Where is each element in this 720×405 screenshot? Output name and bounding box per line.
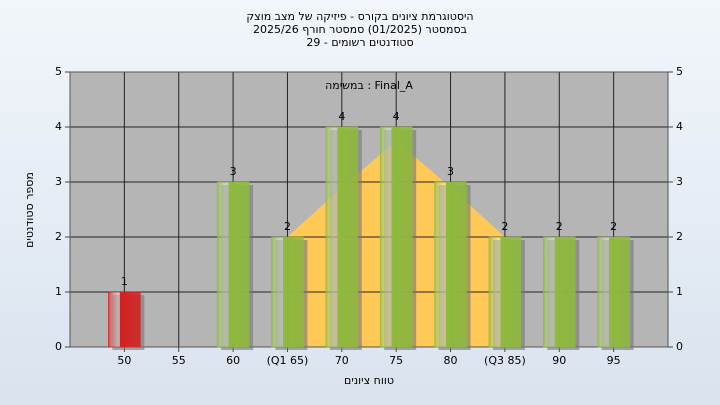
y-tick-label: 4 (55, 120, 62, 133)
x-tick-label: (Q1 65) (267, 354, 309, 367)
y-tick-label: 4 (676, 120, 683, 133)
bar (271, 236, 304, 348)
bar (597, 236, 630, 348)
y-tick-label: 3 (55, 175, 62, 188)
data-label: 2 (556, 220, 563, 233)
x-tick-label: 95 (607, 354, 621, 367)
y-axis-label: מספר סטודנטים (23, 172, 36, 248)
x-tick-label: (Q3 85) (484, 354, 526, 367)
data-label: 4 (393, 110, 400, 123)
plot-border (69, 71, 669, 348)
y-tick-label: 5 (676, 65, 683, 78)
data-label: 2 (284, 220, 291, 233)
data-label: 3 (230, 165, 237, 178)
y-tick-label: 0 (676, 340, 683, 353)
x-tick-label: 55 (172, 354, 186, 367)
data-label: 2 (501, 220, 508, 233)
x-tick-label: 70 (335, 354, 349, 367)
y-tick-label: 1 (55, 285, 62, 298)
x-tick-label: 90 (552, 354, 566, 367)
data-label: 4 (338, 110, 345, 123)
bar (379, 126, 413, 348)
y-tick-label: 3 (676, 175, 683, 188)
bar (543, 236, 576, 348)
data-label: 2 (610, 220, 617, 233)
x-tick-label: 75 (389, 354, 403, 367)
chart-subtitle: בסמסטר (01/2025) סמסטר חורף 2025/26 (253, 23, 467, 36)
x-axis-label: טווח ציונים (344, 374, 394, 387)
chart-subtitle: סטודנטים רשומים - 29 (306, 36, 413, 49)
bar (325, 126, 359, 348)
y-tick-label: 2 (676, 230, 683, 243)
y-tick-label: 0 (55, 340, 62, 353)
bar (488, 236, 522, 348)
chart-title: היסטוגרמת ציונים בקורס - פיזיקה של מצב מ… (246, 10, 473, 23)
x-tick-label: 60 (226, 354, 240, 367)
data-label: 3 (447, 165, 454, 178)
data-label: 1 (121, 275, 128, 288)
x-tick-label: 80 (444, 354, 458, 367)
y-tick-label: 2 (55, 230, 62, 243)
bar (216, 181, 250, 348)
bar (434, 181, 467, 348)
bar (108, 291, 141, 348)
y-tick-label: 5 (55, 65, 62, 78)
y-tick-label: 1 (676, 285, 683, 298)
x-tick-label: 50 (117, 354, 131, 367)
annotation: במשימה : Final_A (325, 79, 413, 92)
